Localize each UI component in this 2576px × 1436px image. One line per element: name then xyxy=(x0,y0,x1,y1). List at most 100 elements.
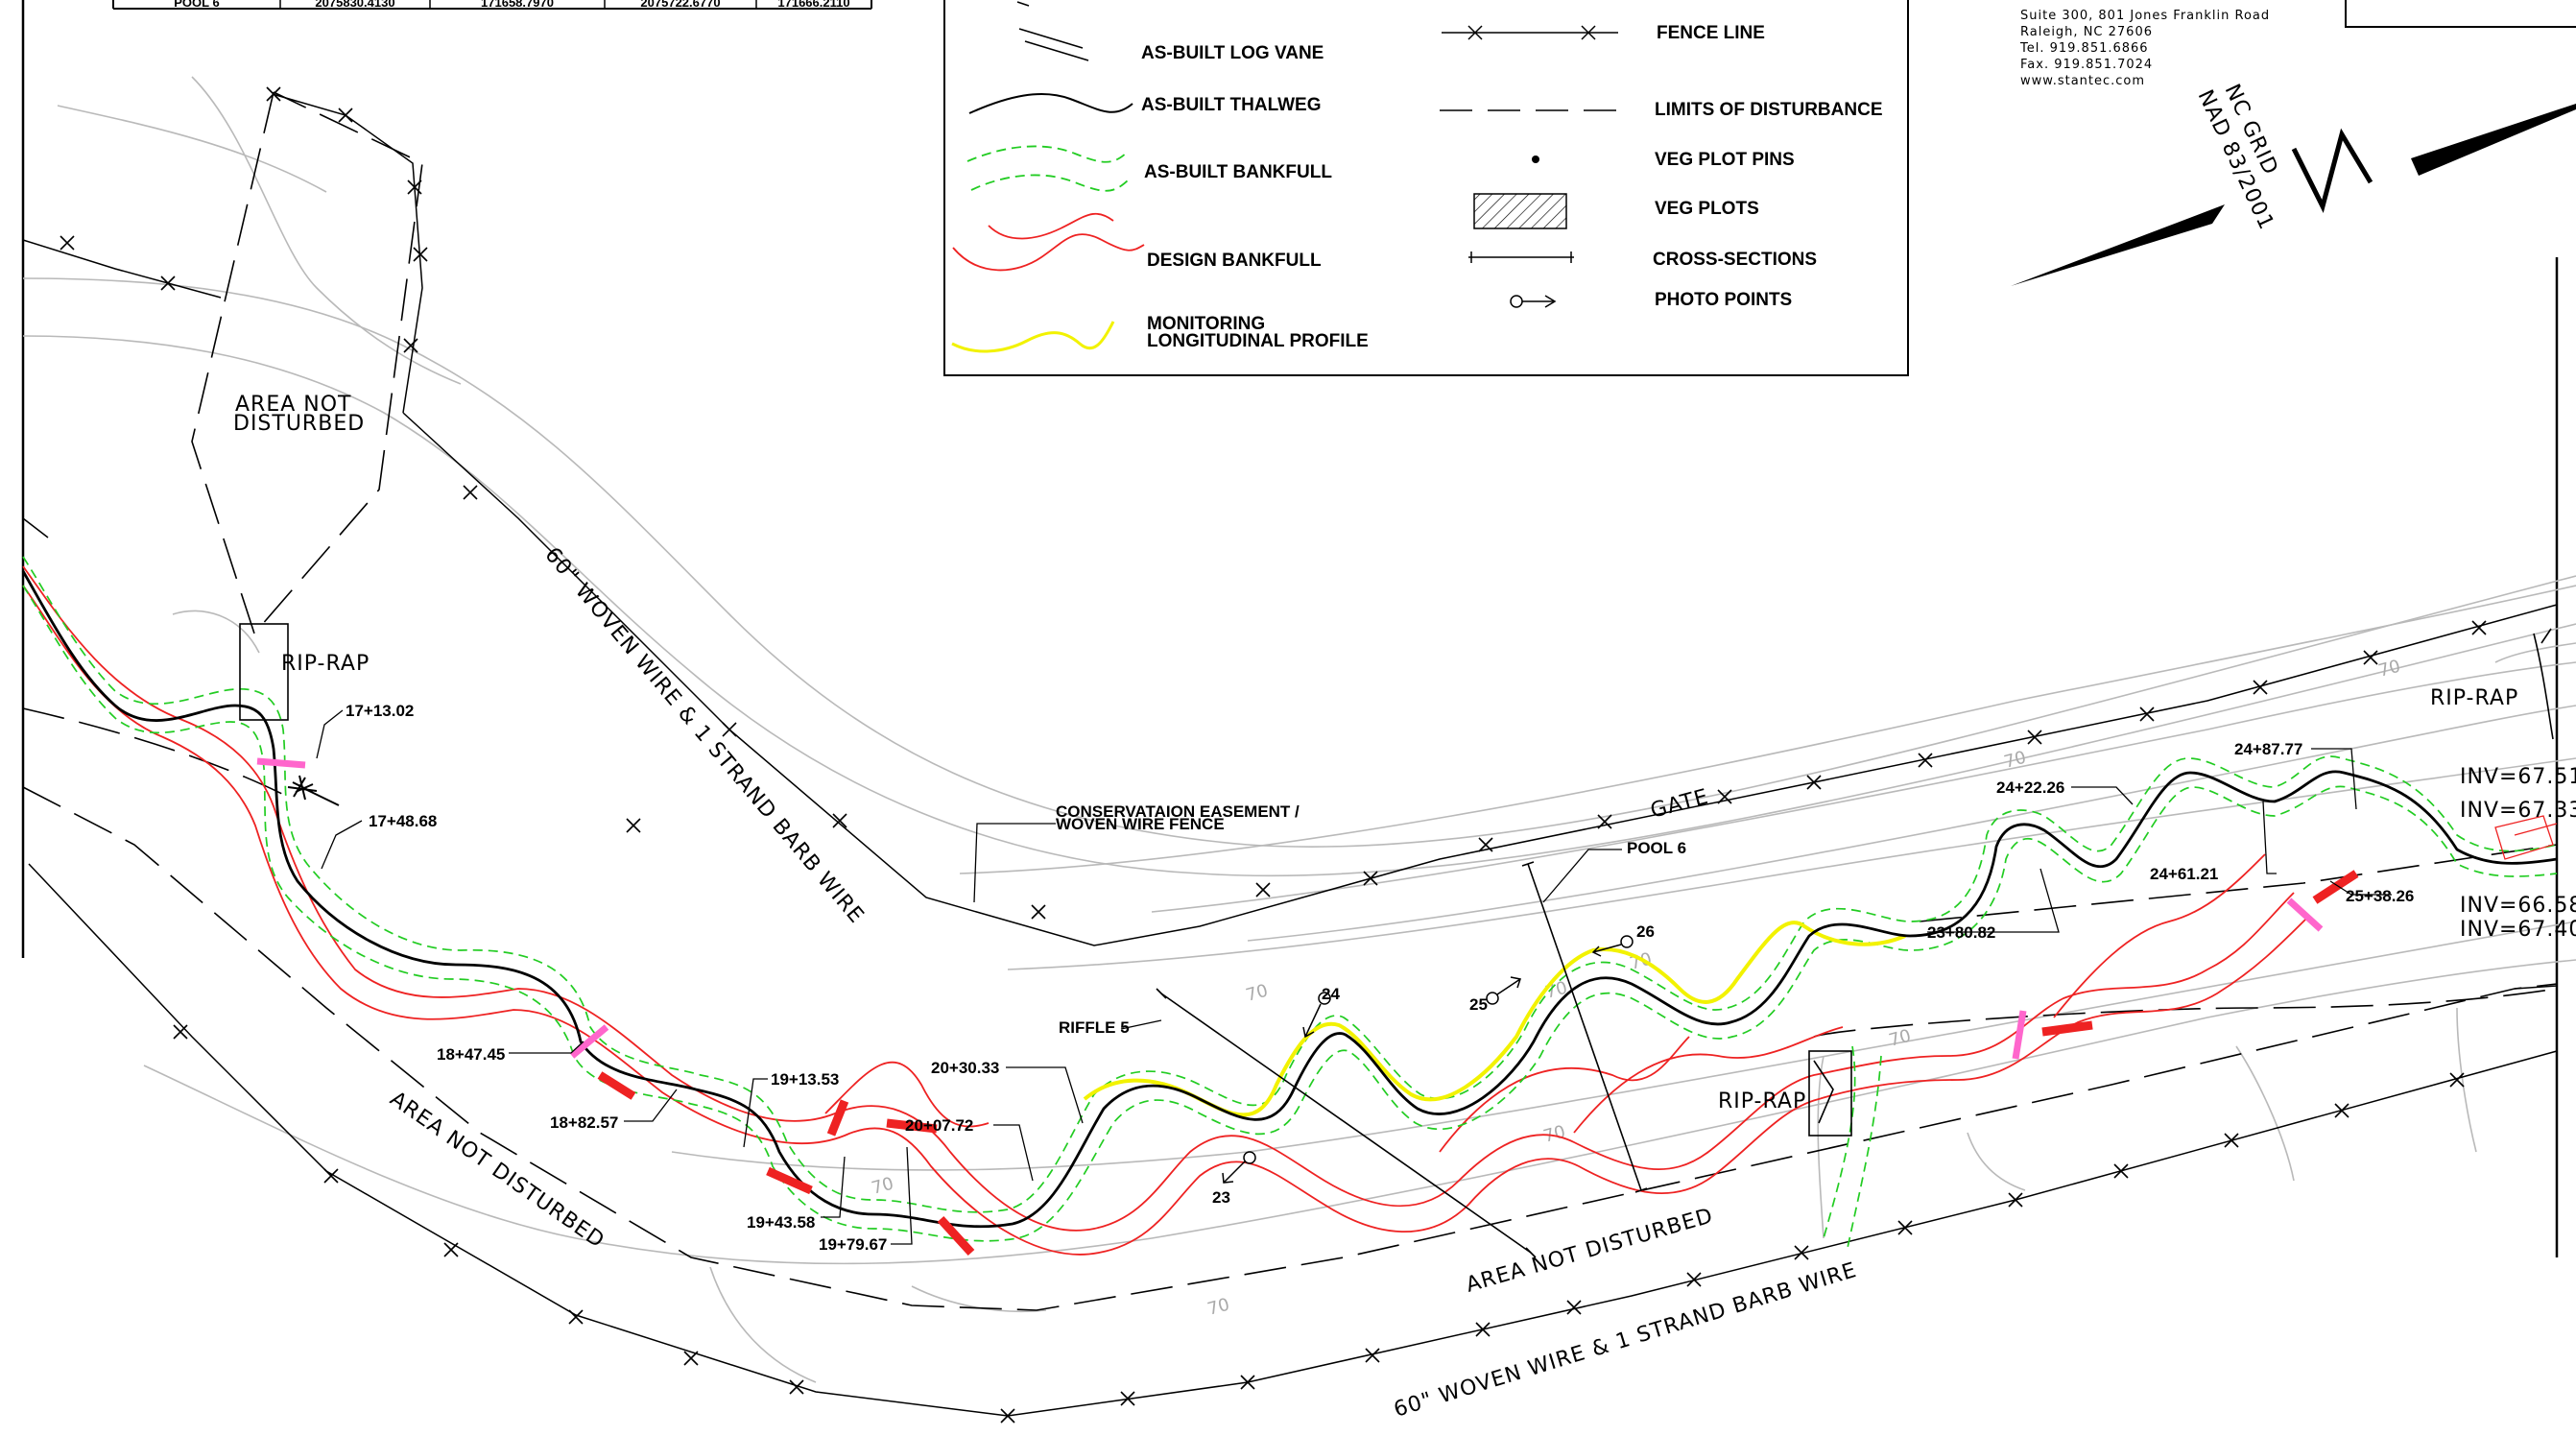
fence-x-mark xyxy=(1120,1391,1135,1406)
fence-x-mark xyxy=(2224,1133,2239,1148)
contour-label: 70 xyxy=(2002,748,2029,773)
fence-x-mark xyxy=(1717,789,1732,804)
fence-x-mark xyxy=(443,1242,459,1257)
station-label: 24+61.21 xyxy=(2150,865,2218,883)
fence-label: 60" WOVEN WIRE & 1 STRAND BARB WIRE xyxy=(539,543,868,928)
table-cell: 2075722.6770 xyxy=(640,0,720,10)
area-not-disturbed-label: AREA NOT xyxy=(235,393,352,417)
fence-x-mark xyxy=(1918,753,1933,768)
riffle-label: RIFFLE 5 xyxy=(1059,1018,1130,1037)
station-label: 17+48.68 xyxy=(369,812,437,830)
contour-label: 70 xyxy=(1887,1026,1914,1051)
photo-points xyxy=(1222,935,1634,1184)
fence-x-mark xyxy=(1255,882,1271,898)
fence-x-mark xyxy=(1363,871,1378,886)
firm-web: www.stantec.com xyxy=(2020,74,2145,88)
fence-x-mark xyxy=(1897,1220,1913,1235)
fence-x-mark xyxy=(407,180,422,195)
station-label: 18+82.57 xyxy=(550,1113,618,1132)
fence-x-mark xyxy=(266,86,281,102)
coordinate-table: POOL 6 2075830.4130 171658.7970 2075722.… xyxy=(112,0,872,10)
station-label: 23+80.82 xyxy=(1927,923,1995,942)
invert-label: INV=67.40' xyxy=(2460,918,2576,942)
legend-label-thalweg: AS-BUILT THALWEG xyxy=(1141,95,1322,115)
invert-label: INV=66.58' xyxy=(2460,894,2576,918)
area-labels: AREA NOT DISTURBED AREA NOT DISTURBED AR… xyxy=(233,393,2518,1423)
station-label: 24+87.77 xyxy=(2234,740,2302,758)
fence-x-mark xyxy=(1031,904,1046,920)
fence-x-mark xyxy=(1478,837,1493,852)
table-cell: 171666.2110 xyxy=(777,0,849,10)
fence-x-mark xyxy=(683,1351,699,1366)
veg-plot-icon xyxy=(1473,193,1567,229)
legend-label-monitoring: MONITORING xyxy=(1147,314,1265,334)
station-label: 25+38.26 xyxy=(2346,887,2414,905)
legend-label-xs: CROSS-SECTIONS xyxy=(1653,250,1817,270)
firm-fax: Fax. 919.851.7024 xyxy=(2020,58,2153,72)
fence-lines xyxy=(22,93,2558,1417)
fence-x-marks xyxy=(60,86,2487,1424)
photo-point-label: 24 xyxy=(1322,985,1340,1003)
structure-outline xyxy=(2494,815,2558,860)
fence-x-mark xyxy=(626,818,641,833)
area-not-disturbed-label: AREA NOT DISTURBED xyxy=(386,1087,609,1253)
fence-x-mark xyxy=(568,1309,584,1325)
asbuilt-thalweg xyxy=(21,570,2558,1229)
rock-structure-icon xyxy=(287,775,340,806)
fence-x-mark xyxy=(413,247,428,262)
photo-point-label: 26 xyxy=(1636,922,1655,941)
pool-label: POOL 6 xyxy=(1627,839,1686,857)
fence-x-mark xyxy=(2027,730,2042,745)
firm-address: Suite 300, 801 Jones Franklin Road Ralei… xyxy=(2019,9,2269,88)
station-labels: 17+13.02 17+48.68 18+47.45 18+82.57 19+1… xyxy=(346,702,2414,1254)
station-label: 19+79.67 xyxy=(819,1235,887,1254)
legend-label-design-bankfull: DESIGN BANKFULL xyxy=(1147,251,1322,271)
asbuilt-bankfull xyxy=(22,556,2558,1249)
station-label: 20+30.33 xyxy=(931,1059,999,1077)
fence-x-mark xyxy=(2113,1163,2129,1179)
fence-x-mark xyxy=(2363,650,2378,665)
cross-section-icon xyxy=(1468,251,1574,263)
fence-x-mark xyxy=(2008,1192,2023,1208)
area-not-disturbed-label: DISTURBED xyxy=(233,412,365,436)
easement-label: CONSERVATAION EASEMENT / xyxy=(1056,802,1300,821)
invert-labels: INV=67.51' INV=67.33' INV=66.58' INV=67.… xyxy=(2460,765,2576,942)
table-cell: POOL 6 xyxy=(174,0,219,10)
legend-frame xyxy=(943,0,1909,376)
firm-city: Raleigh, NC 27606 xyxy=(2020,25,2153,39)
fence-x-mark xyxy=(832,813,847,828)
fence-x-mark xyxy=(2139,706,2155,722)
fence-x-mark xyxy=(1365,1348,1380,1363)
station-label: 19+43.58 xyxy=(747,1213,815,1232)
fence-x-mark xyxy=(1794,1245,1809,1260)
fence-x-mark xyxy=(1597,814,1612,829)
log-vane-icon xyxy=(1016,1,1089,61)
design-bankfull xyxy=(22,565,2309,1256)
profile-icon xyxy=(951,321,1115,353)
fence-x-mark xyxy=(1000,1408,1015,1424)
contour-label: 70 xyxy=(1205,1295,1232,1320)
fence-line-icon xyxy=(1442,25,1618,40)
fence-x-mark xyxy=(403,338,418,353)
easement-label: WOVEN WIRE FENCE xyxy=(1056,815,1225,833)
fence-x-mark xyxy=(1475,1322,1491,1337)
station-label: 19+13.53 xyxy=(771,1070,839,1089)
bankfull-icon xyxy=(966,145,1129,192)
design-bankfull-icon xyxy=(952,212,1145,272)
riprap-label: RIP-RAP xyxy=(1718,1089,1806,1113)
fence-x-mark xyxy=(323,1168,339,1184)
gate-label: GATE xyxy=(1648,785,1711,824)
legend-label-profile: LONGITUDINAL PROFILE xyxy=(1147,331,1369,351)
fence-x-mark xyxy=(160,275,176,291)
fence-x-mark xyxy=(1566,1300,1582,1315)
legend-label-pins: VEG PLOT PINS xyxy=(1655,150,1795,170)
contour-label: 70 xyxy=(2376,657,2403,682)
thalweg-icon xyxy=(968,93,1133,114)
fence-x-mark xyxy=(2449,1072,2465,1088)
fence-x-mark xyxy=(1806,775,1822,790)
station-label: 20+07.72 xyxy=(905,1116,973,1135)
contour-label: 70 xyxy=(870,1174,896,1199)
riprap-label: RIP-RAP xyxy=(2430,686,2518,710)
north-arrow-icon: NC GRID NAD 83/2001 xyxy=(2011,81,2576,286)
table-cell: 171658.7970 xyxy=(481,0,554,10)
